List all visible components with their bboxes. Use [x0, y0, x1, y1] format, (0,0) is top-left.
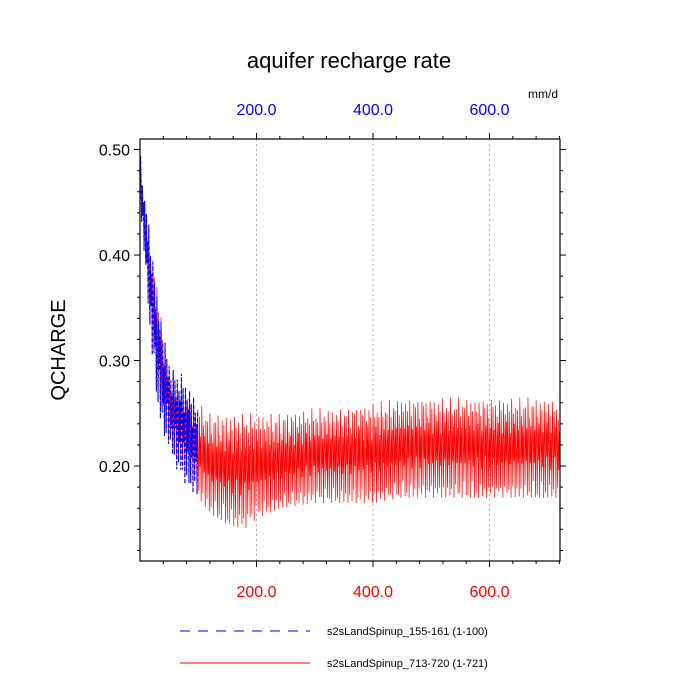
series-layer: [139, 155, 560, 529]
y-tick-label: 0.50: [99, 143, 130, 160]
units-label: mm/d: [528, 87, 558, 101]
y-axis-label: QCHARGE: [48, 299, 70, 400]
series-line-red: [139, 155, 560, 529]
ticks: 0.20 0.30 0.40 0.50 200.0 400.0 600.0 200.0 400.…: [99, 102, 566, 601]
legend-label-blue: s2sLandSpinup_155-161 (1-100): [327, 626, 488, 638]
y-tick-label: 0.30: [99, 354, 130, 371]
legend-label-red: s2sLandSpinup_713-720 (1-721): [327, 658, 488, 670]
y-tick-label: 0.40: [99, 248, 130, 265]
series-line-blue: [139, 155, 199, 495]
x-tick-label-top: 200.0: [236, 102, 276, 119]
x-tick-label-bottom: 400.0: [353, 584, 393, 601]
x-tick-label-top: 600.0: [469, 102, 509, 119]
x-tick-label-top: 400.0: [353, 102, 393, 119]
plot-frame: [139, 138, 561, 562]
grid: [256, 139, 490, 561]
legend: s2sLandSpinup_155-161 (1-100) s2sLandSpi…: [180, 626, 488, 670]
x-tick-label-bottom: 200.0: [236, 584, 276, 601]
y-tick-label: 0.20: [99, 459, 130, 476]
chart-title: aquifer recharge rate: [247, 48, 451, 73]
x-tick-label-bottom: 600.0: [469, 584, 509, 601]
